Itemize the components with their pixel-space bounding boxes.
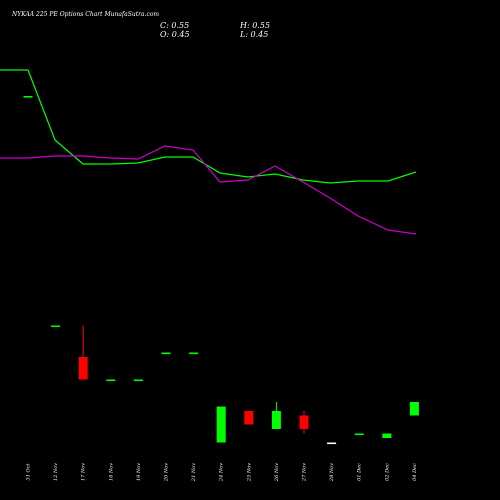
x-tick-label: 31 Oct <box>26 463 32 481</box>
candle-body <box>244 411 254 425</box>
candle <box>133 379 143 382</box>
indicator-line-1 <box>0 69 417 184</box>
x-axis-labels: 31 Oct 12 Nov 17 Nov 18 Nov 19 Nov 20 Nov 21 N… <box>26 463 418 482</box>
candle-body <box>299 415 309 429</box>
x-tick-label: 25 Nov <box>246 463 252 482</box>
candle <box>327 442 337 445</box>
candle-body <box>189 352 199 355</box>
x-tick-label: 12 Nov <box>53 463 59 481</box>
candle <box>23 96 33 98</box>
candle <box>189 352 199 355</box>
candle-body <box>51 325 61 328</box>
x-tick-label: 28 Nov <box>329 463 335 482</box>
candle <box>409 402 419 416</box>
x-tick-label: 01 Dec <box>357 463 363 481</box>
candle-body <box>382 433 392 438</box>
candle-body <box>78 357 88 380</box>
candle <box>271 402 281 429</box>
low-label: L: 0.45 <box>239 30 268 39</box>
candles <box>23 96 419 445</box>
x-tick-label: 21 Nov <box>191 463 197 482</box>
candle <box>106 379 116 382</box>
candle <box>216 406 226 443</box>
x-tick-label: 27 Nov <box>302 463 308 482</box>
candle <box>299 411 309 434</box>
high-label: H: 0.55 <box>239 21 270 30</box>
x-tick-label: 20 Nov <box>164 463 170 482</box>
chart-title: NYKAA 225 PE Options Chart MunafaSutra.c… <box>11 11 159 18</box>
candle-body <box>327 442 337 445</box>
candle <box>382 433 392 438</box>
candle-body <box>133 379 143 382</box>
x-tick-label: 18 Nov <box>108 463 114 481</box>
x-tick-label: 24 Nov <box>219 463 225 482</box>
moving-average-lines <box>0 69 417 235</box>
candle <box>244 411 254 425</box>
x-tick-label: 04 Dec <box>412 463 418 481</box>
close-label: C: 0.55 <box>160 21 189 30</box>
candle-body <box>216 406 226 443</box>
candle <box>161 352 171 355</box>
candle <box>354 433 364 436</box>
open-label: O: 0.45 <box>160 30 190 39</box>
candle-body <box>23 96 33 98</box>
x-tick-label: 17 Nov <box>81 463 87 481</box>
candle <box>78 325 88 380</box>
candle-body <box>354 433 364 436</box>
candle-body <box>161 352 171 355</box>
candle-body <box>409 402 419 416</box>
candle <box>51 325 61 328</box>
indicator-line-2 <box>0 145 417 235</box>
x-tick-label: 19 Nov <box>136 463 142 481</box>
x-tick-label: 26 Nov <box>274 463 280 482</box>
x-tick-label: 02 Dec <box>384 463 390 481</box>
candle-body <box>271 411 281 429</box>
candle-body <box>106 379 116 382</box>
